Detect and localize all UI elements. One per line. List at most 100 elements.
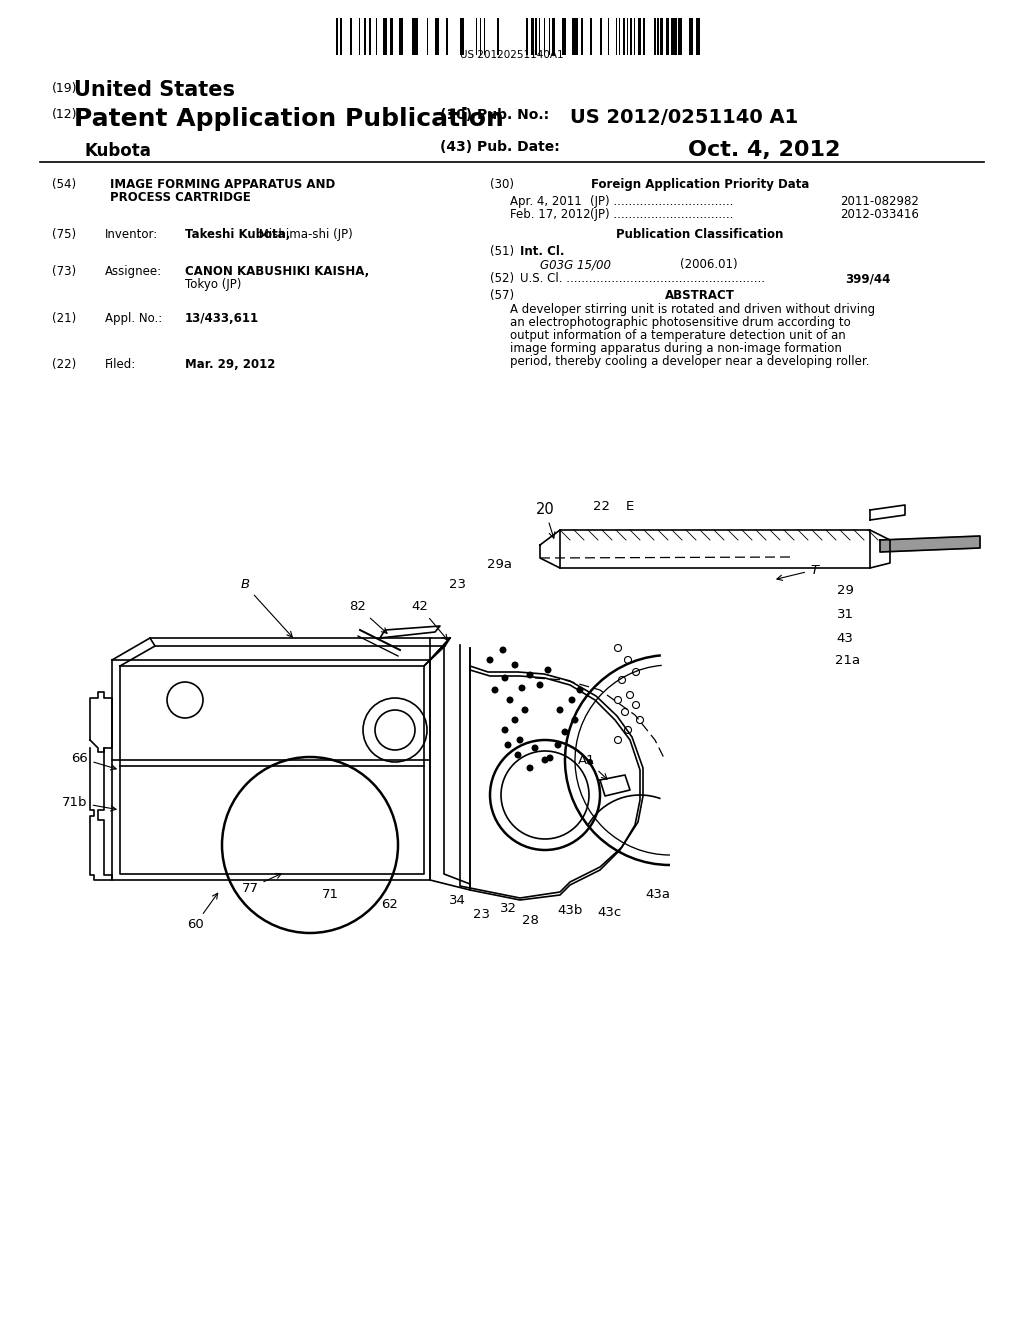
Text: 23: 23 — [473, 908, 490, 921]
Text: Publication Classification: Publication Classification — [616, 228, 783, 242]
Text: Apr. 4, 2011: Apr. 4, 2011 — [510, 195, 582, 209]
Text: Takeshi Kubota,: Takeshi Kubota, — [185, 228, 290, 242]
Bar — [531, 18, 534, 55]
Text: Patent Application Publication: Patent Application Publication — [74, 107, 504, 131]
Text: 43c: 43c — [598, 906, 623, 919]
Bar — [660, 18, 663, 55]
Text: 43a: 43a — [645, 888, 671, 902]
Circle shape — [512, 717, 518, 723]
Bar — [412, 18, 414, 55]
Circle shape — [500, 647, 507, 653]
Circle shape — [545, 667, 552, 673]
Text: B: B — [241, 578, 292, 638]
Text: (52): (52) — [490, 272, 514, 285]
Text: (75): (75) — [52, 228, 76, 242]
Circle shape — [542, 756, 549, 763]
Text: 31: 31 — [837, 609, 853, 622]
Polygon shape — [880, 536, 980, 552]
Bar — [390, 18, 393, 55]
Text: Int. Cl.: Int. Cl. — [520, 246, 564, 257]
Bar — [446, 18, 449, 55]
Text: 62: 62 — [382, 899, 398, 912]
Text: 42: 42 — [412, 601, 447, 640]
Bar — [497, 18, 499, 55]
Text: period, thereby cooling a developer near a developing roller.: period, thereby cooling a developer near… — [510, 355, 869, 368]
Circle shape — [492, 686, 499, 693]
Text: 28: 28 — [521, 913, 539, 927]
Bar — [643, 18, 645, 55]
Bar — [671, 18, 675, 55]
Text: (73): (73) — [52, 265, 76, 279]
Text: Filed:: Filed: — [105, 358, 136, 371]
Text: 29a: 29a — [487, 558, 512, 572]
Text: (21): (21) — [52, 312, 76, 325]
Circle shape — [537, 681, 544, 689]
Text: 71: 71 — [322, 888, 339, 902]
Text: 2012-033416: 2012-033416 — [840, 209, 919, 220]
Text: (JP) ................................: (JP) ................................ — [590, 195, 733, 209]
Bar — [553, 18, 555, 55]
Bar — [364, 18, 366, 55]
Text: 77: 77 — [242, 874, 282, 895]
Text: (51): (51) — [490, 246, 514, 257]
Bar — [581, 18, 583, 55]
Text: US 2012/0251140 A1: US 2012/0251140 A1 — [570, 108, 799, 127]
Text: 43: 43 — [837, 631, 853, 644]
Bar — [623, 18, 625, 55]
Bar — [638, 18, 641, 55]
Circle shape — [516, 737, 523, 743]
Bar — [666, 18, 669, 55]
Circle shape — [505, 742, 512, 748]
Text: 34: 34 — [449, 894, 466, 907]
Text: (JP) ................................: (JP) ................................ — [590, 209, 733, 220]
Text: (2006.01): (2006.01) — [680, 257, 737, 271]
Circle shape — [526, 764, 534, 771]
Text: (30): (30) — [490, 178, 514, 191]
Text: Appl. No.:: Appl. No.: — [105, 312, 162, 325]
Text: T: T — [777, 564, 818, 581]
Text: an electrophotographic photosensitive drum according to: an electrophotographic photosensitive dr… — [510, 315, 851, 329]
Text: 399/44: 399/44 — [845, 272, 891, 285]
Circle shape — [587, 759, 593, 766]
Bar — [600, 18, 602, 55]
Text: ABSTRACT: ABSTRACT — [665, 289, 735, 302]
Circle shape — [507, 697, 513, 704]
Bar — [691, 18, 693, 55]
Circle shape — [514, 751, 521, 759]
Circle shape — [531, 744, 539, 751]
Bar — [383, 18, 387, 55]
Bar — [562, 18, 564, 55]
Text: 43b: 43b — [557, 903, 583, 916]
Text: A1: A1 — [579, 754, 607, 779]
Circle shape — [502, 726, 509, 734]
Text: CANON KABUSHIKI KAISHA,: CANON KABUSHIKI KAISHA, — [185, 265, 370, 279]
Text: US 20120251140A1: US 20120251140A1 — [460, 50, 564, 59]
Circle shape — [555, 742, 561, 748]
Text: output information of a temperature detection unit of an: output information of a temperature dete… — [510, 329, 846, 342]
Text: 82: 82 — [349, 601, 387, 634]
Bar — [414, 18, 418, 55]
Text: 21a: 21a — [836, 653, 860, 667]
Text: image forming apparatus during a non-image formation: image forming apparatus during a non-ima… — [510, 342, 842, 355]
Bar — [689, 18, 691, 55]
Circle shape — [547, 755, 554, 762]
Text: (19): (19) — [52, 82, 78, 95]
Text: E: E — [626, 499, 634, 512]
Bar — [572, 18, 575, 55]
Text: 66: 66 — [72, 751, 116, 770]
Circle shape — [571, 717, 579, 723]
Bar — [575, 18, 578, 55]
Bar — [336, 18, 338, 55]
Text: 13/433,611: 13/433,611 — [185, 312, 259, 325]
Circle shape — [556, 706, 563, 714]
Text: Tokyo (JP): Tokyo (JP) — [185, 279, 242, 290]
Text: Foreign Application Priority Data: Foreign Application Priority Data — [591, 178, 809, 191]
Text: IMAGE FORMING APPARATUS AND: IMAGE FORMING APPARATUS AND — [110, 178, 335, 191]
Circle shape — [568, 697, 575, 704]
Circle shape — [521, 706, 528, 714]
Text: 22: 22 — [594, 499, 610, 512]
Bar — [460, 18, 464, 55]
Text: Kubota: Kubota — [84, 143, 151, 160]
Text: A developer stirring unit is rotated and driven without driving: A developer stirring unit is rotated and… — [510, 304, 876, 315]
Text: (43) Pub. Date:: (43) Pub. Date: — [440, 140, 560, 154]
